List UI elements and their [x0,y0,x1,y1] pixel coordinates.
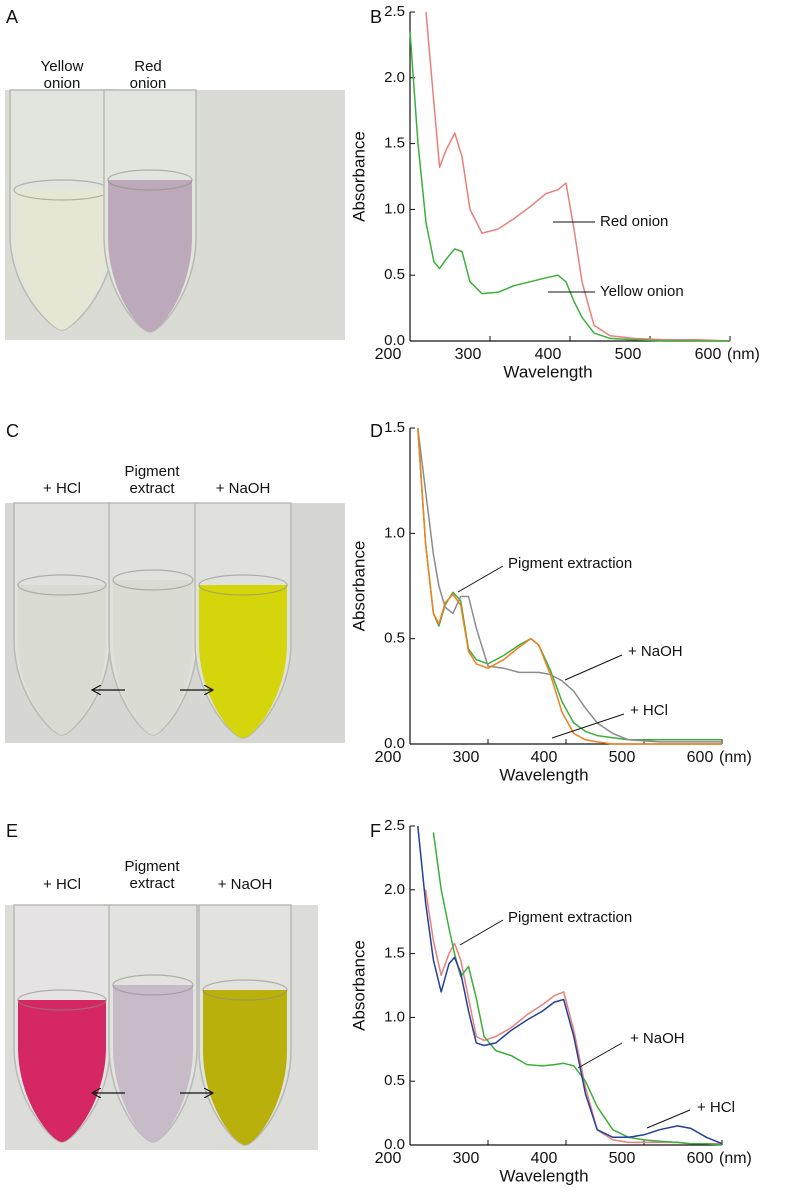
y-tick-label: 1.0 [384,524,405,541]
tube-liquid [14,190,110,330]
panel-letter: A [6,7,18,27]
panel-letter: E [6,821,18,841]
y-axis-label: Absorbance [349,131,368,222]
y-tick-label: 2.0 [384,69,405,86]
y-tick-label: 2.0 [384,881,405,898]
series-line [417,825,723,1145]
y-axis-label: Absorbance [349,541,368,632]
tube-liquid [199,585,287,738]
photo-label: + NaOH [217,876,273,893]
y-tick-label: 1.5 [384,419,405,436]
x-tick-label: 600 [695,346,722,363]
tube-liquid [113,985,193,1142]
x-tick-label: 400 [531,749,558,766]
series-line [425,11,731,342]
series-line [409,31,730,342]
y-tick-label: 2.5 [384,3,405,20]
tube-liquid [18,1000,106,1142]
tube-meniscus [112,569,194,591]
tube-meniscus [17,574,107,596]
x-tick-label: 200 [375,346,402,363]
callout-line [457,565,504,593]
callout-line [459,919,504,946]
tube-liquid [203,990,287,1145]
series-label: Yellow onion [600,283,684,300]
x-tick-label: 400 [535,346,562,363]
x-tick-label: 200 [375,1150,402,1167]
series-label: + HCl [697,1099,735,1116]
y-tick-label: 0.0 [384,735,405,752]
tubes [9,89,292,1146]
photo-label: + HCl [43,480,81,497]
y-tick-label: 2.5 [384,817,405,834]
x-tick-label: 200 [375,749,402,766]
series-line [417,427,722,745]
tube-meniscus [17,989,107,1011]
x-tick-label: 300 [453,1150,480,1167]
series-label: + HCl [630,702,668,719]
y-tick-label: 0.0 [384,332,405,349]
tube-liquid [108,180,192,332]
x-tick-label: 500 [609,749,636,766]
photo-label: Yellow onion [40,58,84,92]
x-tick-label: 500 [615,346,642,363]
y-tick-label: 0.5 [384,1072,405,1089]
series-label: Red onion [600,213,668,230]
tube-liquid [18,585,106,735]
series-label: Pigment extraction [508,555,632,572]
y-tick-label: 1.0 [384,200,405,217]
x-tick-label: 500 [609,1150,636,1167]
x-tick-label: 400 [531,1150,558,1167]
callout-line [577,1042,623,1069]
y-tick-label: 0.0 [384,1136,405,1153]
x-axis-label: Wavelength [499,765,588,784]
tube-meniscus [112,974,194,996]
series-label: Pigment extraction [508,909,632,926]
tube-meniscus [202,979,288,1001]
y-tick-label: 1.5 [384,135,405,152]
panel-letter: D [370,421,383,441]
series-line [424,889,722,1145]
photo-label: Red onion [129,58,167,92]
photo-label: Pigment extract [124,858,180,892]
callout-line [551,713,625,739]
callout-line [564,654,623,681]
x-unit: (nm) [719,1150,752,1167]
series-label: + NaOH [630,1030,685,1047]
y-axis-label: Absorbance [349,940,368,1031]
series-line [417,427,722,743]
callout-line [646,1109,691,1129]
tube-meniscus [198,574,288,596]
photo-label: + HCl [43,876,81,893]
series-label: + NaOH [628,643,683,660]
x-tick-label: 600 [687,1150,714,1167]
x-axis-label: Wavelength [503,362,592,381]
tube-liquid [113,580,193,735]
x-unit: (nm) [727,346,760,363]
photo-label: + NaOH [215,480,271,497]
x-axis-label: Wavelength [499,1166,588,1185]
tube-meniscus [107,169,193,191]
photo-label: Pigment extract [124,463,180,497]
x-tick-label: 300 [453,749,480,766]
y-tick-label: 1.0 [384,1008,405,1025]
series-line [432,832,723,1146]
panel-letter: F [370,821,381,841]
x-unit: (nm) [719,749,752,766]
panel-letter: B [370,7,382,27]
x-tick-label: 300 [455,346,482,363]
panel-letter: C [6,421,19,441]
series-line [417,427,722,741]
x-tick-label: 600 [687,749,714,766]
y-tick-label: 1.5 [384,945,405,962]
y-tick-label: 0.5 [384,630,405,647]
y-tick-label: 0.5 [384,266,405,283]
